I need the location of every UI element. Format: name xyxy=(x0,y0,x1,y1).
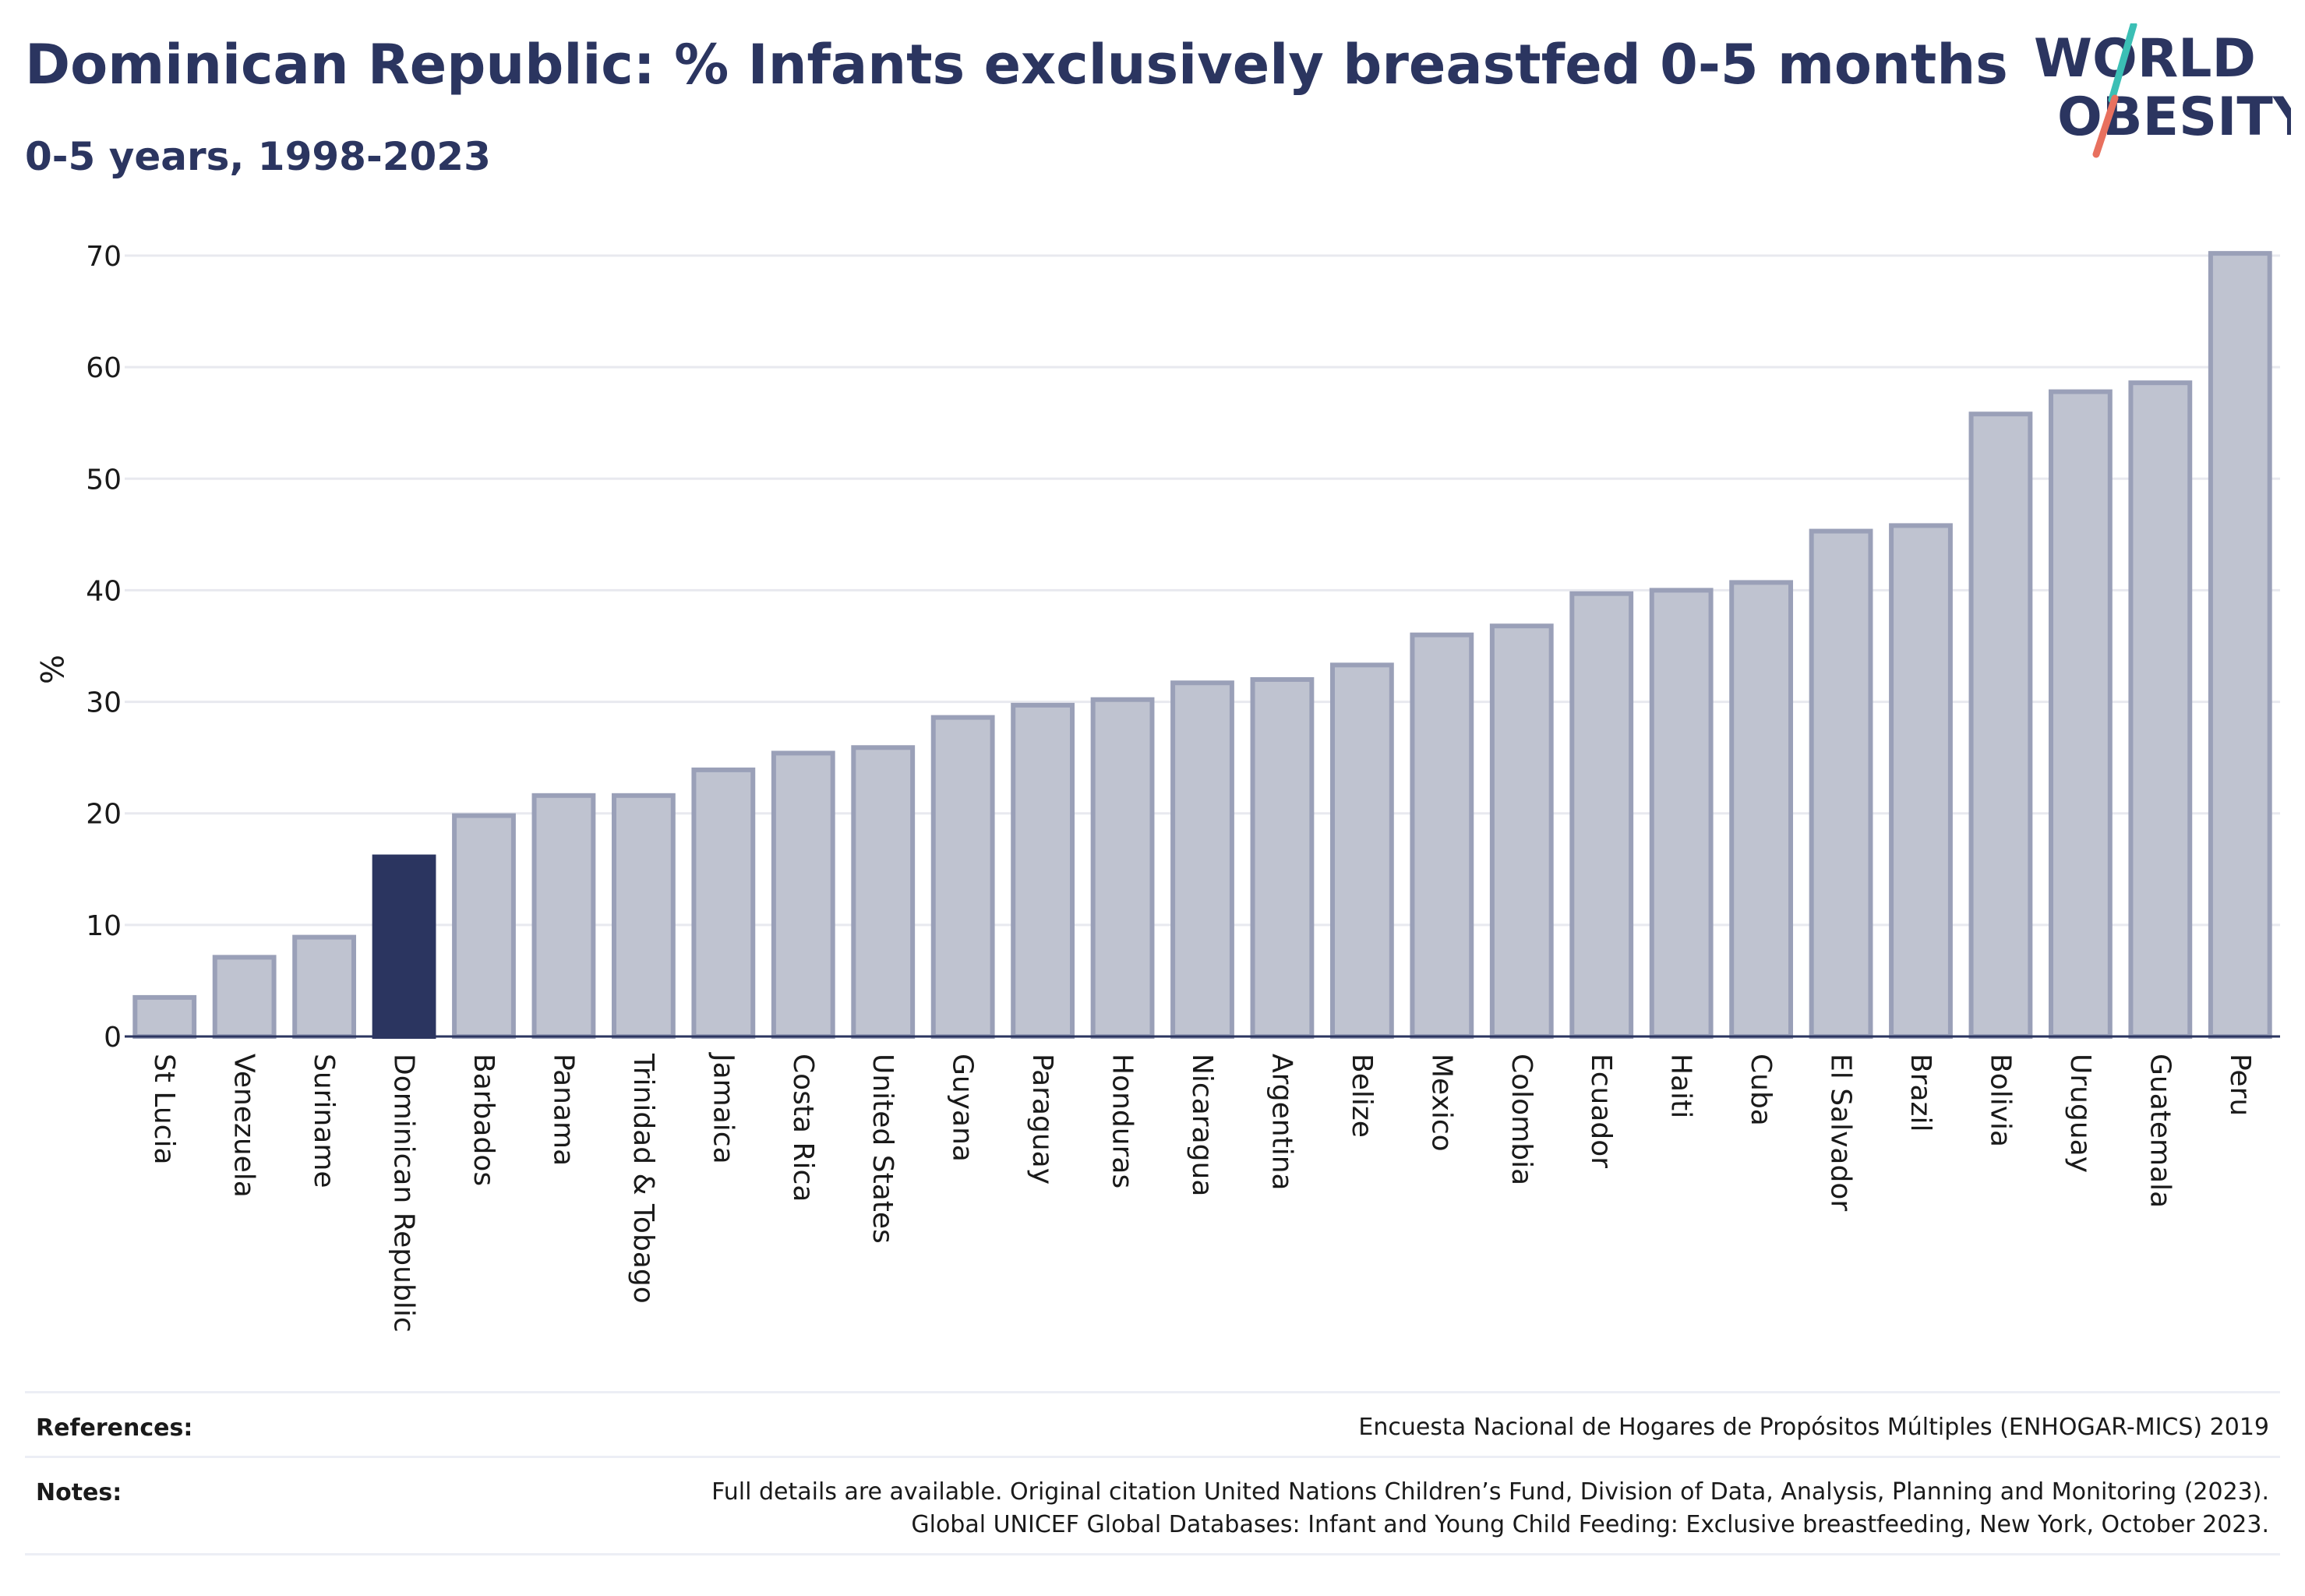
logo-coral-slash xyxy=(2092,94,2119,158)
x-tick-label: Guyana xyxy=(947,1054,979,1162)
notes-label: Notes: xyxy=(36,1479,122,1506)
chart-subtitle: 0-5 years, 1998-2023 xyxy=(25,134,491,179)
x-tick-label: Brazil xyxy=(1904,1054,1936,1132)
y-axis-label: % xyxy=(33,655,69,684)
x-tick-label: Costa Rica xyxy=(787,1054,819,1202)
footer-divider-bottom xyxy=(25,1553,2280,1555)
bar xyxy=(1968,411,2033,1039)
x-tick-label: Guatemala xyxy=(2144,1054,2176,1208)
x-tick-label: Ecuador xyxy=(1585,1054,1617,1168)
bar xyxy=(930,715,995,1040)
bar xyxy=(1569,591,1634,1039)
logo-line-2: OBESITY xyxy=(2057,87,2291,148)
bar-highlighted xyxy=(372,854,436,1040)
bar xyxy=(1489,623,1554,1039)
bar xyxy=(2208,251,2272,1039)
bar xyxy=(292,934,357,1040)
notes-line-1: Full details are available. Original cit… xyxy=(711,1478,2269,1506)
x-tick-label: Peru xyxy=(2224,1054,2256,1116)
bar xyxy=(132,994,197,1040)
y-tick-label: 30 xyxy=(86,687,122,719)
x-tick-label: Haiti xyxy=(1665,1054,1697,1118)
x-tick-label: Bolivia xyxy=(1984,1054,2016,1147)
chart-title: Dominican Republic: % Infants exclusivel… xyxy=(25,33,2008,97)
bar xyxy=(1410,632,1474,1039)
bar xyxy=(691,767,756,1039)
y-tick-label: 70 xyxy=(86,241,122,273)
x-tick-label: United States xyxy=(867,1054,898,1244)
x-axis-labels: St Lucia Venezuela Suriname Dominican Repub… xyxy=(148,1052,2256,1333)
logo-teal-slash xyxy=(2108,23,2137,104)
bar xyxy=(771,750,835,1039)
x-tick-label: El Salvador xyxy=(1825,1054,1857,1211)
x-tick-label: Dominican Republic xyxy=(388,1054,420,1333)
references-text: Encuesta Nacional de Hogares de Propósit… xyxy=(1358,1414,2269,1441)
x-tick-label: Mexico xyxy=(1425,1054,1457,1152)
bar xyxy=(2128,380,2193,1039)
y-tick-label: 50 xyxy=(86,464,122,496)
bar xyxy=(1809,528,1873,1039)
x-tick-label: Barbados xyxy=(468,1054,499,1186)
x-tick-label: Colombia xyxy=(1505,1054,1537,1185)
bar xyxy=(611,793,676,1039)
x-tick-label: Cuba xyxy=(1745,1054,1777,1126)
bar xyxy=(1170,680,1234,1039)
bar xyxy=(1090,697,1155,1039)
x-tick-label: Belize xyxy=(1346,1054,1378,1138)
bar xyxy=(1729,580,1794,1039)
y-tick-label: 60 xyxy=(86,352,122,384)
y-tick-label: 10 xyxy=(86,910,122,942)
bar xyxy=(1889,523,1953,1039)
y-tick-label: 40 xyxy=(86,575,122,607)
bar xyxy=(1329,662,1394,1039)
x-tick-label: Paraguay xyxy=(1026,1054,1058,1185)
bar xyxy=(452,813,516,1039)
x-tick-label: Suriname xyxy=(308,1054,340,1188)
y-axis-ticks: 0 10 20 30 40 50 60 70 xyxy=(86,241,122,1054)
x-tick-label: St Lucia xyxy=(148,1054,180,1165)
x-tick-label: Venezuela xyxy=(228,1054,260,1198)
bar xyxy=(1649,588,1714,1039)
bar xyxy=(1011,702,1075,1039)
x-tick-label: Argentina xyxy=(1265,1054,1297,1191)
bars xyxy=(132,251,2272,1040)
bar xyxy=(1250,676,1315,1039)
x-tick-label: Trinidad & Tobago xyxy=(627,1053,659,1304)
notes-line-2: Global UNICEF Global Databases: Infant a… xyxy=(911,1511,2269,1538)
footer-divider-top xyxy=(25,1391,2280,1393)
logo-line-1: WORLD xyxy=(2034,28,2256,90)
x-tick-label: Uruguay xyxy=(2064,1054,2096,1173)
x-tick-label: Nicaragua xyxy=(1186,1054,1218,1196)
references-label: References: xyxy=(36,1414,193,1442)
x-tick-label: Jamaica xyxy=(707,1052,739,1164)
y-tick-label: 20 xyxy=(86,799,122,831)
x-tick-label: Honduras xyxy=(1107,1054,1138,1188)
world-obesity-logo: WORLD OBESITY xyxy=(2034,23,2291,158)
bar xyxy=(531,793,596,1039)
bar xyxy=(2048,389,2113,1039)
bar xyxy=(851,745,916,1039)
bar xyxy=(212,955,277,1039)
footer-divider-middle xyxy=(25,1456,2280,1458)
bar-chart: 0 10 20 30 40 50 60 70 St Lucia Venezuela Surinam… xyxy=(33,241,2280,1333)
y-tick-label: 0 xyxy=(104,1022,122,1054)
x-tick-label: Panama xyxy=(547,1054,579,1166)
